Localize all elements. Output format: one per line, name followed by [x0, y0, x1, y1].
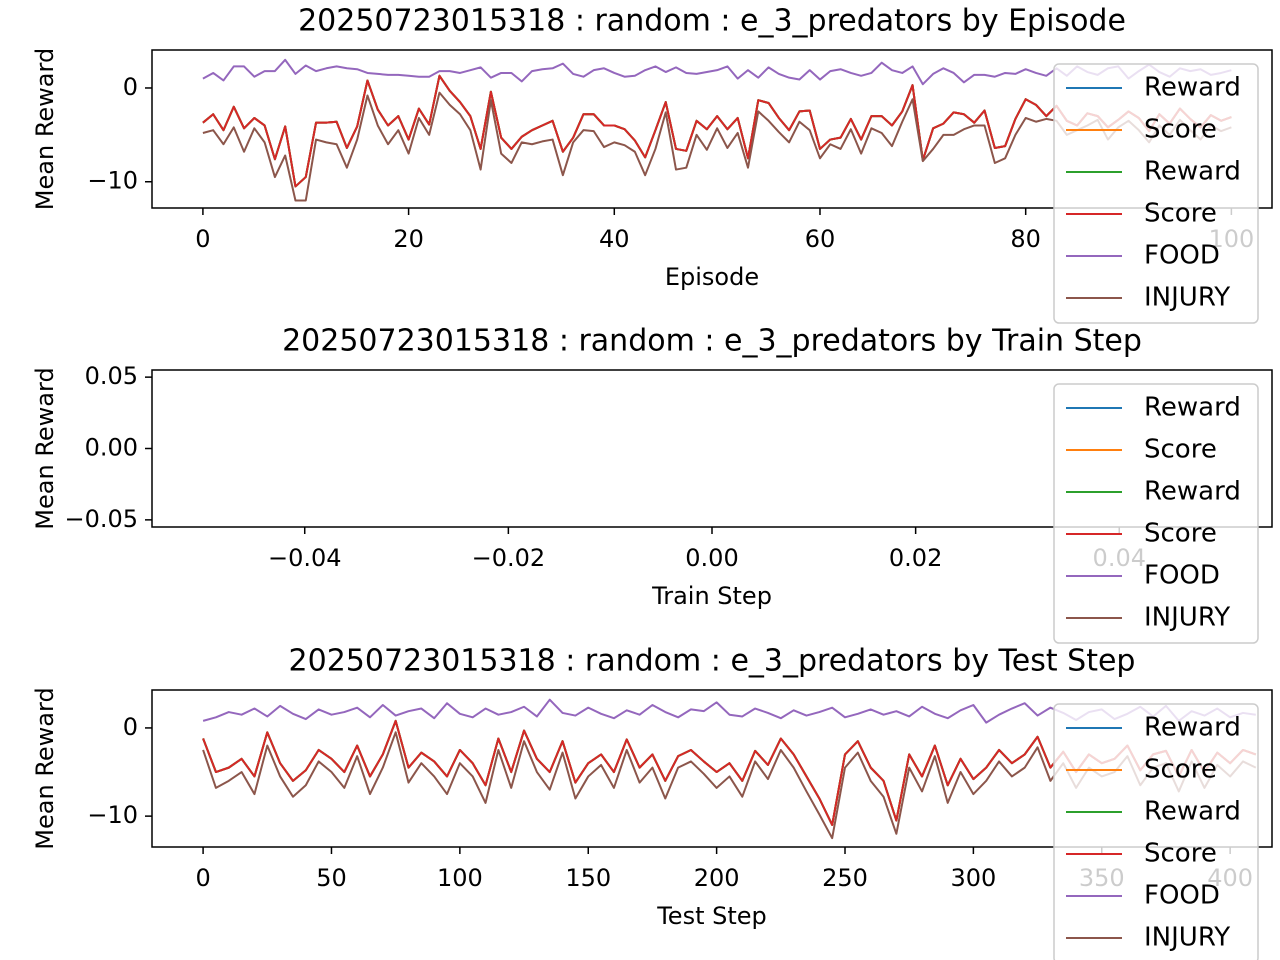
x-tick-label: 80	[1010, 225, 1041, 253]
legend-label: Reward	[1144, 713, 1241, 743]
y-axis-label: Mean Reward	[31, 687, 59, 849]
y-tick-label: 0	[123, 713, 138, 741]
legend-label: Score	[1144, 115, 1217, 145]
x-tick-label: 0.00	[685, 544, 738, 572]
legend-label: INJURY	[1144, 923, 1230, 953]
x-tick-label: 20	[393, 225, 424, 253]
legend-label: Reward	[1144, 393, 1241, 423]
legend-label: Reward	[1144, 73, 1241, 103]
y-axis-label: Mean Reward	[31, 48, 59, 210]
legend-box	[1053, 63, 1259, 324]
legend-label: Score	[1144, 519, 1217, 549]
x-axis-label: Train Step	[651, 582, 772, 610]
x-axis-label: Episode	[665, 263, 759, 291]
x-axis-label: Test Step	[656, 902, 767, 930]
x-tick-label: 300	[950, 864, 996, 892]
x-tick-label: 0	[195, 225, 210, 253]
legend-label: Score	[1144, 435, 1217, 465]
y-tick-label: −10	[87, 801, 138, 829]
legend-label: FOOD	[1144, 561, 1220, 591]
x-tick-label: 250	[822, 864, 868, 892]
x-tick-label: 100	[437, 864, 483, 892]
chart-title: 20250723015318 : random : e_3_predators …	[298, 4, 1126, 39]
y-tick-label: 0.00	[85, 434, 138, 462]
x-tick-label: −0.04	[268, 544, 342, 572]
x-tick-label: 40	[599, 225, 630, 253]
x-tick-label: 50	[316, 864, 347, 892]
legend-label: Score	[1144, 839, 1217, 869]
legend-label: Reward	[1144, 157, 1241, 187]
x-tick-label: 60	[805, 225, 836, 253]
x-tick-label: 0	[195, 864, 210, 892]
x-tick-label: −0.02	[472, 544, 546, 572]
y-tick-label: 0	[123, 73, 138, 101]
y-tick-label: 0.05	[85, 362, 138, 390]
legend-label: INJURY	[1144, 603, 1230, 633]
axes-frame	[151, 49, 1273, 209]
x-tick-label: 0.02	[889, 544, 942, 572]
legend-label: INJURY	[1144, 283, 1230, 313]
legend-label: Reward	[1144, 477, 1241, 507]
chart-title: 20250723015318 : random : e_3_predators …	[282, 324, 1142, 359]
legend-box	[1053, 383, 1259, 644]
legend-label: Reward	[1144, 797, 1241, 827]
axes-frame	[151, 369, 1273, 528]
axes-frame	[151, 689, 1273, 848]
legend-label: FOOD	[1144, 881, 1220, 911]
chart-title: 20250723015318 : random : e_3_predators …	[289, 644, 1136, 679]
y-tick-label: −0.05	[64, 505, 138, 533]
x-tick-label: 200	[694, 864, 740, 892]
y-axis-label: Mean Reward	[31, 367, 59, 529]
legend-label: FOOD	[1144, 241, 1220, 271]
legend-label: Score	[1144, 755, 1217, 785]
y-tick-label: −10	[87, 167, 138, 195]
x-tick-label: 150	[565, 864, 611, 892]
legend-label: Score	[1144, 199, 1217, 229]
